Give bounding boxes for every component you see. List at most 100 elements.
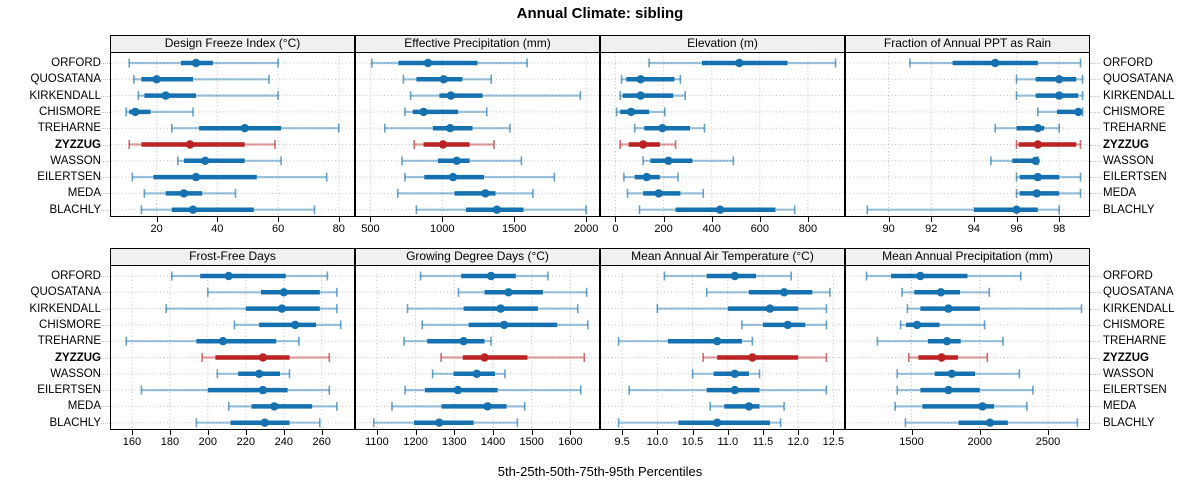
- station-label-blachly: BLACHLY: [1103, 416, 1155, 429]
- station-label-eilertsen: EILERTSEN: [37, 384, 101, 397]
- axis-tick-mark: [979, 430, 981, 435]
- station-label-wasson: WASSON: [50, 367, 101, 380]
- station-label-wasson: WASSON: [1103, 154, 1154, 167]
- axis-tick-label: 1500: [519, 436, 544, 448]
- axis-tick-mark: [415, 430, 417, 435]
- axis-tick-mark: [207, 430, 209, 435]
- axis-tick-mark: [493, 430, 494, 435]
- panel-strip-title: Frost-Free Days: [189, 249, 276, 263]
- median-dot: [423, 58, 433, 68]
- station-label-zyzzug: ZYZZUG: [1103, 351, 1149, 364]
- median-dot: [730, 385, 739, 395]
- row-guide-extension: [1090, 144, 1100, 146]
- axis-tick-label: 220: [236, 436, 255, 448]
- axis-tick-label: 800: [798, 223, 818, 235]
- axis-tick-mark: [217, 217, 219, 222]
- station-label-quosatana: QUOSATANA: [30, 286, 102, 299]
- row-guide-extension: [1090, 324, 1100, 326]
- station-label-quosatana: QUOSATANA: [1103, 286, 1174, 299]
- axis-tick-mark: [973, 217, 975, 222]
- row-guide-extension: [1090, 276, 1100, 277]
- median-dot: [730, 271, 739, 281]
- axis-tick-mark: [615, 217, 617, 222]
- row-guide-extension: [1090, 292, 1100, 294]
- row-guide-extension: [101, 95, 110, 97]
- median-dot: [260, 418, 269, 427]
- panel-plot-mean-annual-air-temperature-c: [601, 266, 844, 429]
- axis-tick-mark: [663, 217, 665, 222]
- panel-strip-effective-precipitation-mm: Effective Precipitation (mm): [356, 36, 599, 53]
- axis-tick-label: 96: [1010, 223, 1023, 235]
- panel-strip-title: Design Freeze Index (°C): [164, 36, 301, 50]
- axis-tick-label: 90: [882, 223, 895, 235]
- axis-tick-mark: [514, 217, 516, 222]
- station-label-treharne: TREHARNE: [1103, 335, 1167, 348]
- panel-strip-title: Elevation (m): [687, 36, 758, 50]
- axis-tick-mark: [833, 430, 835, 435]
- chart-title: Annual Climate: sibling: [516, 5, 684, 22]
- median-dot: [1055, 75, 1064, 84]
- axis-tick-mark: [442, 217, 444, 222]
- median-dot: [270, 402, 279, 411]
- panel-strip-title: Fraction of Annual PPT as Rain: [883, 36, 1052, 50]
- median-dot: [459, 337, 468, 346]
- median-dot: [188, 205, 198, 214]
- median-dot: [472, 369, 481, 378]
- row-guide-extension: [1090, 177, 1100, 179]
- median-dot: [185, 140, 195, 149]
- median-dot: [500, 320, 509, 330]
- station-label-treharne: TREHARNE: [1103, 122, 1167, 135]
- row-guide-extension: [1090, 95, 1100, 97]
- panel-plot-design-freeze-index-c: [111, 53, 354, 216]
- axis-tick-mark: [570, 430, 572, 435]
- median-dot: [664, 156, 673, 165]
- station-label-chismore: CHISMORE: [1103, 318, 1165, 331]
- axis-tick-label: 98: [1053, 223, 1066, 235]
- station-label-blachly: BLACHLY: [49, 416, 101, 429]
- panel-plot-effective-precipitation-mm: [356, 53, 599, 216]
- axis-tick-label: 1600: [558, 436, 583, 448]
- median-dot: [258, 385, 268, 395]
- axis-tick-label: 80: [332, 223, 345, 235]
- median-dot: [453, 385, 462, 395]
- row-guide-extension: [101, 308, 110, 310]
- axis-tick-label: 0: [612, 223, 619, 235]
- axis-tick-mark: [376, 430, 378, 435]
- station-label-eilertsen: EILERTSEN: [1103, 384, 1167, 397]
- station-label-kirkendall: KIRKENDALL: [29, 89, 101, 102]
- median-dot: [713, 337, 722, 346]
- row-guide-extension: [101, 144, 110, 146]
- station-label-kirkendall: KIRKENDALL: [1103, 89, 1175, 102]
- median-dot: [179, 189, 189, 198]
- axis-tick-label: 94: [967, 223, 981, 235]
- axis-tick-label: 2000: [573, 223, 599, 235]
- row-guide-extension: [101, 292, 110, 294]
- station-label-wasson: WASSON: [1103, 367, 1154, 380]
- median-dot: [912, 320, 922, 330]
- median-dot: [290, 320, 300, 330]
- station-labels-left-row2: ORFORD QUOSATANA KIRKENDALL CHISMORE TREHARN…: [0, 266, 110, 429]
- axis-tick-mark: [711, 217, 713, 222]
- axis-tick-label: 180: [160, 436, 180, 448]
- x-axis-growing-degree-days-c: 1100 1200 1300 1400 1500 1600: [355, 430, 600, 464]
- median-dot: [642, 172, 651, 182]
- station-label-eilertsen: EILERTSEN: [37, 171, 101, 184]
- axis-tick-label: 500: [361, 223, 380, 235]
- median-dot: [218, 337, 228, 346]
- axis-tick-label: 240: [274, 436, 293, 448]
- median-dot: [765, 304, 775, 313]
- axis-tick-mark: [245, 430, 247, 435]
- panel-plot-fraction-of-annual-ppt-as-rain: [846, 53, 1089, 216]
- axis-tick-mark: [283, 430, 285, 435]
- row-guide-extension: [101, 373, 110, 375]
- axis-tick-label: 160: [122, 436, 142, 448]
- row-guide-extension: [101, 128, 110, 130]
- panel-mean-annual-air-temperature-c: Mean Annual Air Temperature (°C): [600, 248, 845, 430]
- axis-tick-mark: [1048, 430, 1049, 435]
- axis-tick-mark: [759, 217, 761, 222]
- panel-plot-growing-degree-days-c: [356, 266, 599, 429]
- station-label-chismore: CHISMORE: [39, 105, 101, 118]
- row-guide-extension: [101, 160, 110, 162]
- station-label-blachly: BLACHLY: [1103, 203, 1155, 216]
- row-guide-extension: [101, 357, 110, 359]
